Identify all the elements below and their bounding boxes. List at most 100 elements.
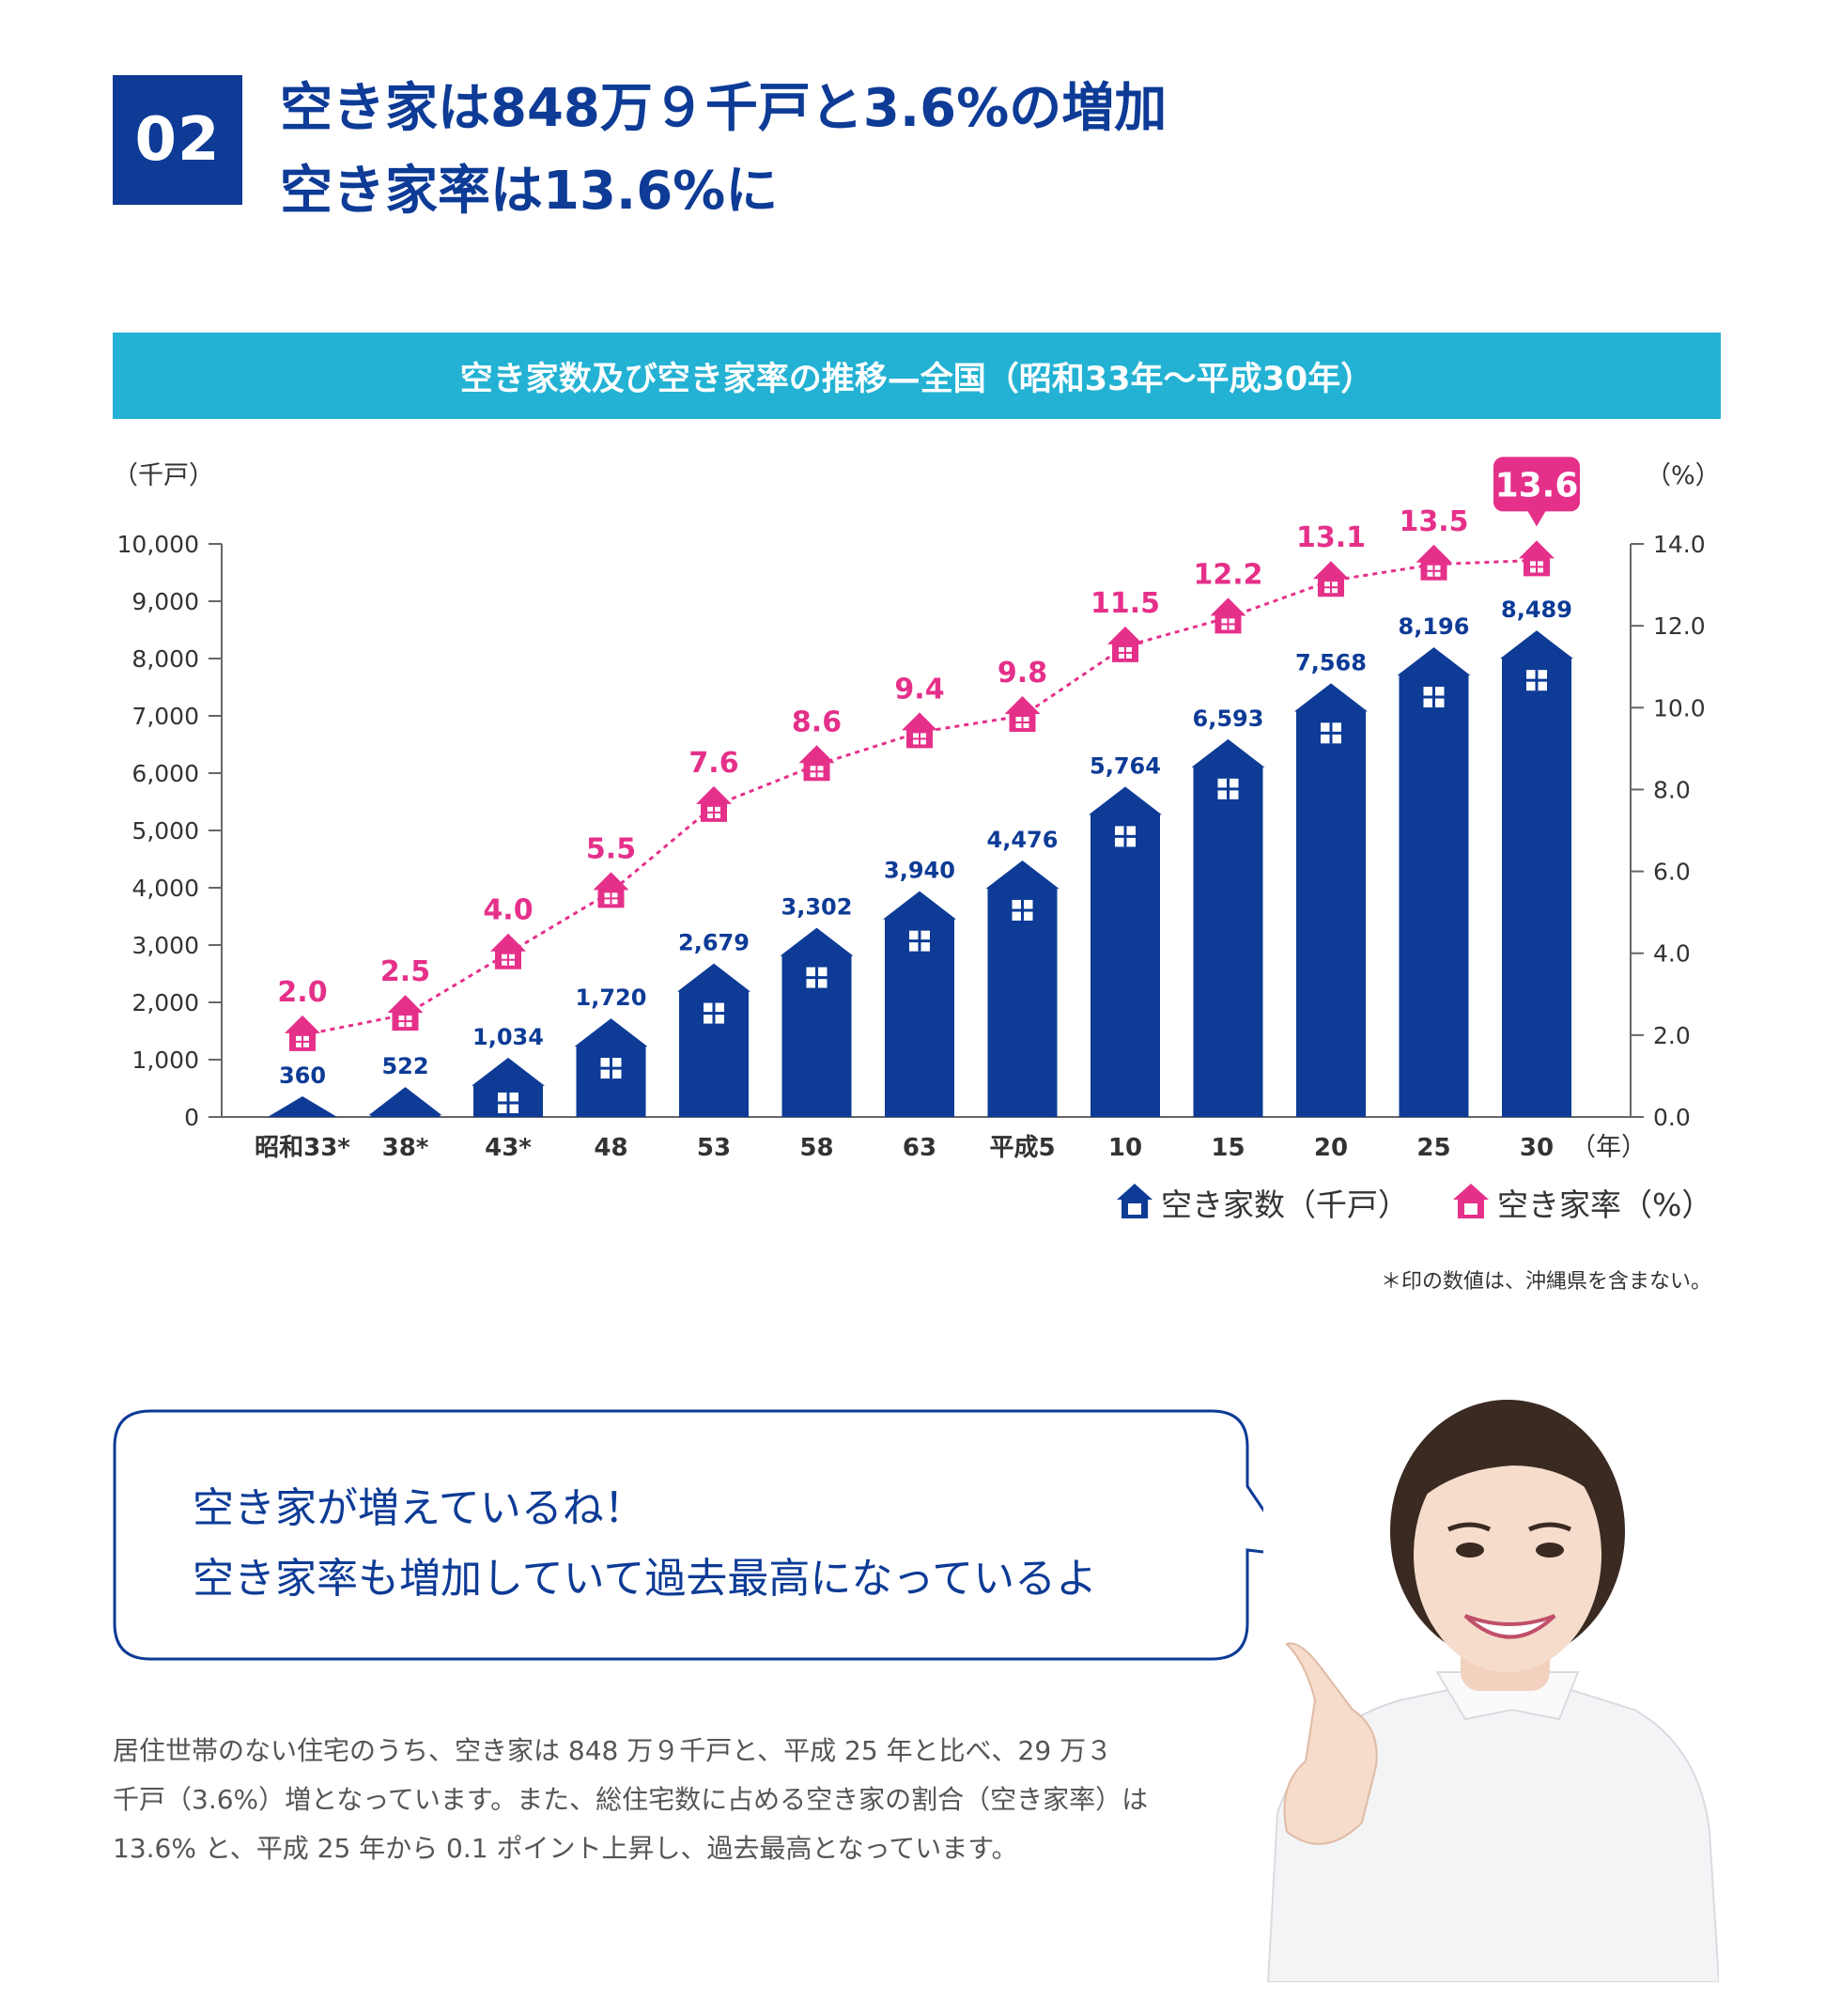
bar-value-label: 4,476 (987, 827, 1059, 853)
legend-bar-label: 空き家数（千戸） (1161, 1186, 1409, 1223)
rate-point (1004, 696, 1041, 732)
bar-value-label: 1,720 (576, 985, 647, 1011)
bar-value-label: 8,489 (1501, 597, 1572, 623)
bar (1089, 786, 1162, 1117)
y-tick-label-left: 3,000 (132, 932, 199, 959)
y-tick-label-left: 1,000 (132, 1047, 199, 1074)
x-axis-unit-label: （年） (1570, 1133, 1647, 1162)
bar (780, 927, 854, 1117)
rate-value-label: 8.6 (792, 706, 842, 738)
bubble-line-2: 空き家率も増加していて過去最高になっているよ (193, 1555, 1098, 1603)
rate-highlight-badge (1493, 457, 1580, 512)
bar (1294, 683, 1368, 1117)
rate-point (696, 785, 732, 822)
rate-value-label: 5.5 (586, 832, 636, 865)
y-tick-label-left: 9,000 (132, 588, 199, 615)
x-tick-label: 63 (903, 1134, 936, 1162)
rate-value-label: 12.2 (1193, 558, 1262, 591)
rate-point (387, 995, 424, 1031)
rate-point (1416, 544, 1452, 581)
y-tick-label-left: 0 (184, 1104, 199, 1131)
x-tick-label: 48 (594, 1134, 627, 1162)
rate-value-label: 13.6 (1495, 466, 1579, 504)
y-tick-label-left: 4,000 (132, 875, 199, 902)
y-axis-label-right: （%） (1646, 461, 1721, 490)
bar (1397, 647, 1471, 1117)
x-tick-label: 38* (382, 1134, 429, 1162)
chart-footnote: ＊印の数値は、沖縄県を含まない。 (1380, 1270, 1711, 1294)
bar (883, 891, 956, 1117)
rate-value-label: 11.5 (1091, 587, 1160, 620)
rate-value-label: 4.0 (483, 894, 533, 927)
bar-value-label: 2,679 (678, 930, 750, 956)
y-tick-label-left: 7,000 (132, 703, 199, 730)
y-tick-label-right: 0.0 (1653, 1104, 1691, 1131)
bar-value-label: 5,764 (1090, 752, 1161, 779)
y-axis-label-left: （千戸） (113, 461, 214, 490)
bar (472, 1057, 545, 1117)
bar (677, 963, 750, 1117)
rate-point (902, 712, 937, 749)
chart-title: 空き家数及び空き家率の推移—全国（昭和33年～平成30年） (113, 333, 1721, 419)
headline-line-2: 空き家率は13.6%に (280, 161, 779, 222)
body-line-1: 居住世帯のない住宅のうち、空き家は 848 万９千戸と、平成 25 年と比べ、2… (113, 1735, 1113, 1766)
x-tick-label: 平成5 (989, 1134, 1055, 1162)
rate-value-label: 7.6 (688, 747, 738, 780)
bar-value-label: 522 (381, 1053, 428, 1079)
y-tick-label-right: 14.0 (1653, 531, 1706, 558)
bar-value-label: 360 (279, 1062, 326, 1089)
section-number-badge: 02 (113, 75, 242, 205)
y-tick-label-right: 8.0 (1653, 776, 1691, 803)
speech-bubble: 空き家が増えているね！ 空き家率も増加していて過去最高になっているよ (113, 1409, 1263, 1663)
x-tick-label: 15 (1211, 1134, 1245, 1162)
x-tick-label: 43* (485, 1134, 532, 1162)
y-tick-label-left: 8,000 (132, 645, 199, 673)
x-tick-label: 58 (799, 1134, 833, 1162)
legend-rate-icon-window (1464, 1203, 1477, 1215)
bar-value-label: 1,034 (472, 1024, 544, 1050)
rate-point (1519, 540, 1555, 577)
headline: 空き家は848万９千戸と3.6%の増加 空き家率は13.6%に (280, 68, 1167, 233)
x-tick-label: 10 (1108, 1134, 1142, 1162)
y-tick-label-right: 12.0 (1653, 613, 1706, 640)
rate-point (490, 933, 526, 969)
rate-point (285, 1015, 320, 1051)
legend-rate-label: 空き家率（%） (1497, 1186, 1712, 1223)
x-tick-label: 20 (1314, 1134, 1348, 1162)
y-tick-label-left: 6,000 (132, 760, 199, 787)
x-tick-label: 25 (1416, 1134, 1450, 1162)
rate-point (798, 745, 835, 782)
y-tick-label-left: 5,000 (132, 817, 199, 845)
bubble-line-1: 空き家が増えているね！ (193, 1484, 645, 1532)
bar (268, 1096, 337, 1117)
legend-rate-icon (1453, 1184, 1489, 1218)
y-tick-label-right: 10.0 (1653, 694, 1706, 721)
bar-value-label: 3,940 (884, 858, 955, 884)
rate-value-label: 2.5 (380, 955, 430, 988)
headline-line-1: 空き家は848万９千戸と3.6%の増加 (280, 78, 1168, 139)
bar (368, 1087, 442, 1117)
rate-value-label: 9.4 (894, 673, 944, 706)
x-tick-label: 昭和33* (255, 1134, 350, 1162)
legend-bar-icon (1117, 1184, 1153, 1218)
bar (1500, 630, 1573, 1117)
bar-value-label: 8,196 (1399, 613, 1470, 640)
x-tick-label: 53 (697, 1134, 731, 1162)
rate-value-label: 9.8 (998, 657, 1047, 690)
y-tick-label-right: 4.0 (1653, 940, 1691, 968)
body-line-2: 千戸（3.6%）増となっています。また、総住宅数に占める空き家の割合（空き家率）… (113, 1784, 1149, 1815)
legend-bar-icon-window (1128, 1203, 1141, 1215)
bar-value-label: 6,593 (1193, 706, 1264, 732)
y-tick-label-left: 10,000 (117, 531, 199, 558)
body-paragraph: 居住世帯のない住宅のうち、空き家は 848 万９千戸と、平成 25 年と比べ、2… (113, 1727, 1221, 1873)
y-tick-label-right: 2.0 (1653, 1022, 1691, 1049)
rate-highlight-pointer (1527, 510, 1546, 527)
y-tick-label-right: 6.0 (1653, 859, 1691, 886)
x-tick-label: 30 (1520, 1134, 1554, 1162)
woman-pointing-photo (1266, 1400, 1719, 1982)
body-line-3: 13.6% と、平成 25 年から 0.1 ポイント上昇し、過去最高となっていま… (113, 1833, 1018, 1864)
rate-value-label: 13.1 (1296, 521, 1366, 554)
speech-bubble-shape (113, 1409, 1263, 1661)
bar-value-label: 7,568 (1295, 649, 1367, 675)
rate-point (1210, 597, 1246, 634)
